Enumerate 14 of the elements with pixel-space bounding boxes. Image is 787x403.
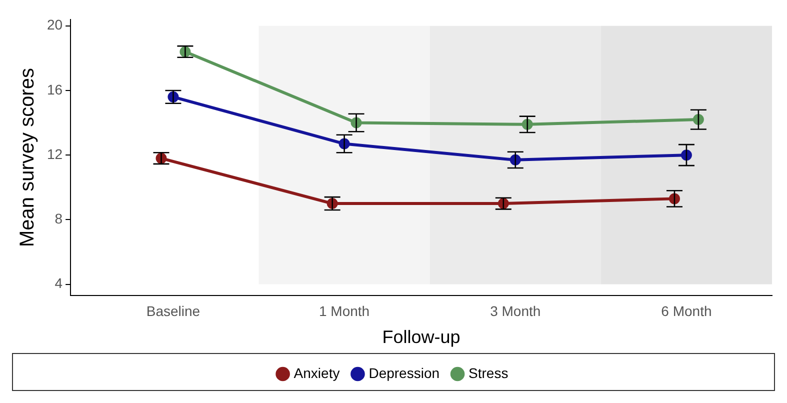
x-axis-title: Follow-up — [382, 327, 460, 348]
x-tick-label: Baseline — [146, 302, 200, 319]
x-tick-label: 1 Month — [319, 302, 370, 319]
y-axis-title: Mean survey scores — [16, 68, 39, 247]
y-tick-label: 8 — [54, 210, 63, 227]
x-tick-label: 3 Month — [490, 302, 541, 319]
legend-label: Depression — [368, 364, 440, 381]
legend-label: Stress — [468, 364, 508, 381]
y-tick-label: 12 — [46, 146, 63, 162]
legend-label: Anxiety — [294, 364, 340, 381]
y-tick-label: 20 — [46, 16, 63, 33]
y-tick-label: 4 — [54, 275, 63, 292]
x-tick-label: 6 Month — [661, 302, 712, 319]
y-tick-label: 16 — [46, 81, 63, 98]
